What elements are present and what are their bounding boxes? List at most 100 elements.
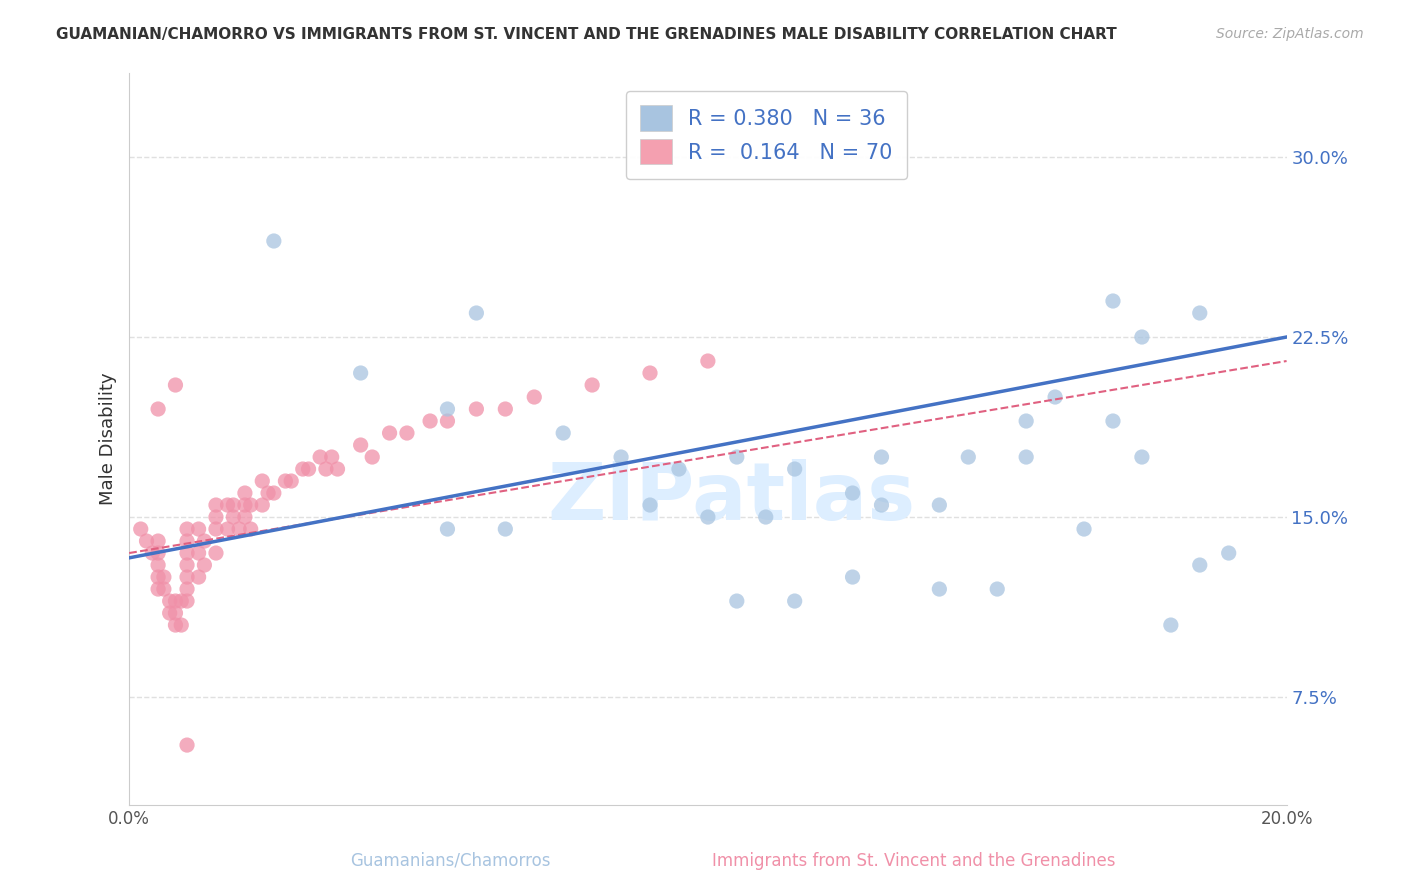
Point xyxy=(1130,330,1153,344)
Point xyxy=(228,522,250,536)
Point xyxy=(638,498,661,512)
Point xyxy=(205,498,228,512)
Point xyxy=(170,594,193,608)
Text: Guamanians/Chamorros: Guamanians/Chamorros xyxy=(350,852,550,870)
Point xyxy=(378,425,401,440)
Point xyxy=(291,462,314,476)
Point xyxy=(928,498,950,512)
Point xyxy=(436,522,458,536)
Point xyxy=(494,522,516,536)
Point xyxy=(350,366,373,380)
Point xyxy=(419,414,441,428)
Point xyxy=(1188,306,1211,320)
Point xyxy=(129,522,152,536)
Point xyxy=(176,570,198,584)
Text: ZIPatlas: ZIPatlas xyxy=(547,458,915,537)
Point xyxy=(668,462,690,476)
Text: Source: ZipAtlas.com: Source: ZipAtlas.com xyxy=(1216,27,1364,41)
Y-axis label: Male Disability: Male Disability xyxy=(100,373,117,506)
Point xyxy=(841,570,863,584)
Point xyxy=(263,234,285,248)
Point xyxy=(297,462,319,476)
Point xyxy=(146,582,169,596)
Point xyxy=(252,474,274,488)
Point xyxy=(1130,450,1153,464)
Point xyxy=(257,486,280,500)
Point xyxy=(205,522,228,536)
Point xyxy=(263,486,285,500)
Point xyxy=(696,354,718,368)
Point xyxy=(986,582,1008,596)
Point xyxy=(193,558,215,572)
Point xyxy=(233,510,256,524)
Point xyxy=(1015,414,1038,428)
Point xyxy=(141,546,163,560)
Point xyxy=(783,594,806,608)
Point xyxy=(1015,450,1038,464)
Point xyxy=(274,474,297,488)
Point xyxy=(193,534,215,549)
Point xyxy=(350,438,373,452)
Point xyxy=(176,534,198,549)
Point xyxy=(159,594,181,608)
Point xyxy=(205,546,228,560)
Text: Immigrants from St. Vincent and the Grenadines: Immigrants from St. Vincent and the Gren… xyxy=(713,852,1115,870)
Point xyxy=(321,450,343,464)
Point xyxy=(1102,414,1125,428)
Point xyxy=(176,582,198,596)
Point xyxy=(696,510,718,524)
Point xyxy=(187,546,209,560)
Point xyxy=(755,510,778,524)
Point xyxy=(233,498,256,512)
Point xyxy=(146,570,169,584)
Point xyxy=(239,522,262,536)
Point xyxy=(870,450,893,464)
Point xyxy=(165,606,187,620)
Point xyxy=(233,486,256,500)
Point xyxy=(928,582,950,596)
Point xyxy=(165,378,187,392)
Point xyxy=(217,498,239,512)
Point xyxy=(176,558,198,572)
Point xyxy=(146,546,169,560)
Point xyxy=(465,306,488,320)
Point xyxy=(165,594,187,608)
Point xyxy=(1043,390,1066,404)
Point xyxy=(841,486,863,500)
Point xyxy=(280,474,302,488)
Point xyxy=(135,534,157,549)
Point xyxy=(725,450,748,464)
Point xyxy=(494,402,516,417)
Point xyxy=(395,425,418,440)
Point xyxy=(170,618,193,632)
Point xyxy=(1188,558,1211,572)
Point xyxy=(523,390,546,404)
Point xyxy=(436,402,458,417)
Point xyxy=(870,498,893,512)
Point xyxy=(436,414,458,428)
Point xyxy=(176,594,198,608)
Point xyxy=(217,522,239,536)
Point xyxy=(1160,618,1182,632)
Point xyxy=(146,402,169,417)
Point xyxy=(222,498,245,512)
Point xyxy=(146,534,169,549)
Point xyxy=(638,366,661,380)
Point xyxy=(553,425,575,440)
Point xyxy=(725,594,748,608)
Point xyxy=(146,558,169,572)
Point xyxy=(252,498,274,512)
Point xyxy=(176,738,198,752)
Point xyxy=(205,510,228,524)
Point xyxy=(187,522,209,536)
Point xyxy=(222,510,245,524)
Point xyxy=(159,606,181,620)
Text: GUAMANIAN/CHAMORRO VS IMMIGRANTS FROM ST. VINCENT AND THE GRENADINES MALE DISABI: GUAMANIAN/CHAMORRO VS IMMIGRANTS FROM ST… xyxy=(56,27,1116,42)
Point xyxy=(610,450,633,464)
Point xyxy=(1073,522,1095,536)
Point xyxy=(1218,546,1240,560)
Point xyxy=(153,582,176,596)
Point xyxy=(187,570,209,584)
Point xyxy=(1102,293,1125,308)
Point xyxy=(165,618,187,632)
